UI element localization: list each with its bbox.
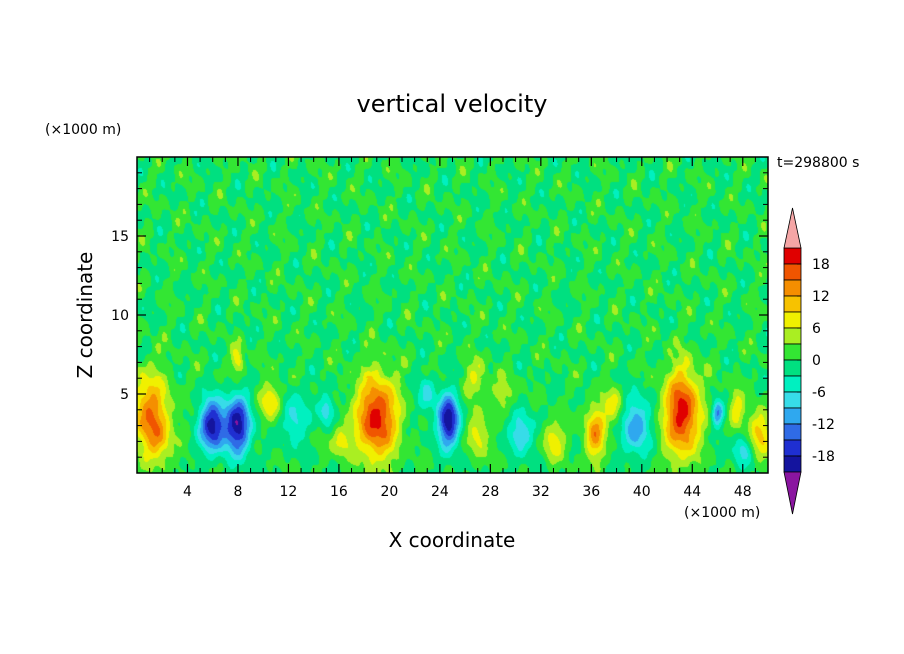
x-axis-label: X coordinate (389, 528, 516, 552)
colorbar-box (783, 423, 802, 441)
x-tick-label: 12 (280, 484, 298, 500)
colorbar-box (783, 407, 802, 425)
x-axis: 4 8 12 16 20 24 28 32 36 40 44 48 (149, 157, 756, 500)
contour-field-container (137, 157, 768, 473)
contour-field (137, 157, 768, 473)
x-tick-label: 4 (183, 484, 192, 500)
x-tick-label: 20 (380, 484, 398, 500)
colorbar-box (783, 263, 802, 281)
colorbar-under-triangle (783, 471, 802, 515)
colorbar-tick-label: -12 (812, 417, 835, 433)
x-tick-label: 40 (633, 484, 651, 500)
x-tick-label: 48 (734, 484, 752, 500)
y-tick-label: 10 (111, 308, 129, 324)
colorbar-over-triangle (783, 207, 802, 249)
chart-title: vertical velocity (357, 90, 548, 118)
colorbar-box (783, 343, 802, 361)
colorbar-box (783, 279, 802, 297)
x-tick-label: 24 (431, 484, 449, 500)
y-tick-label: 15 (111, 229, 129, 245)
colorbar-tick-label: 12 (812, 289, 830, 305)
x-tick-label: 44 (683, 484, 701, 500)
x-tick-label: 16 (330, 484, 348, 500)
colorbar-box (783, 359, 802, 377)
colorbar-box (783, 327, 802, 345)
plot-area (136, 156, 769, 474)
x-tick-label: 36 (582, 484, 600, 500)
colorbar-box (783, 391, 802, 409)
colorbar: 18 12 6 0 -6 -12 -18 (783, 207, 835, 515)
colorbar-box (783, 247, 802, 265)
x-unit-label: (×1000 m) (684, 505, 760, 521)
colorbar-tick-label: -6 (812, 385, 826, 401)
y-axis-label: Z coordinate (73, 252, 97, 379)
colorbar-tick-label: 6 (812, 321, 821, 337)
y-unit-label: (×1000 m) (45, 122, 121, 138)
colorbar-tick-label: 0 (812, 353, 821, 369)
colorbar-tick-label: -18 (812, 449, 835, 465)
colorbar-tick-label: 18 (812, 257, 830, 273)
time-label: t=298800 s (777, 155, 859, 171)
x-tick-label: 8 (233, 484, 242, 500)
colorbar-box (783, 439, 802, 457)
y-axis: 5 10 15 (111, 172, 768, 458)
colorbar-box (783, 295, 802, 313)
colorbar-box (783, 311, 802, 329)
x-tick-label: 32 (532, 484, 550, 500)
colorbar-box (783, 455, 802, 473)
y-tick-label: 5 (120, 387, 129, 403)
colorbar-box (783, 375, 802, 393)
x-tick-label: 28 (481, 484, 499, 500)
